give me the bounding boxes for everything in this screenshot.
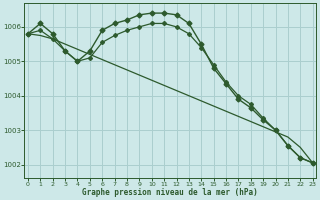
- X-axis label: Graphe pression niveau de la mer (hPa): Graphe pression niveau de la mer (hPa): [83, 188, 258, 197]
